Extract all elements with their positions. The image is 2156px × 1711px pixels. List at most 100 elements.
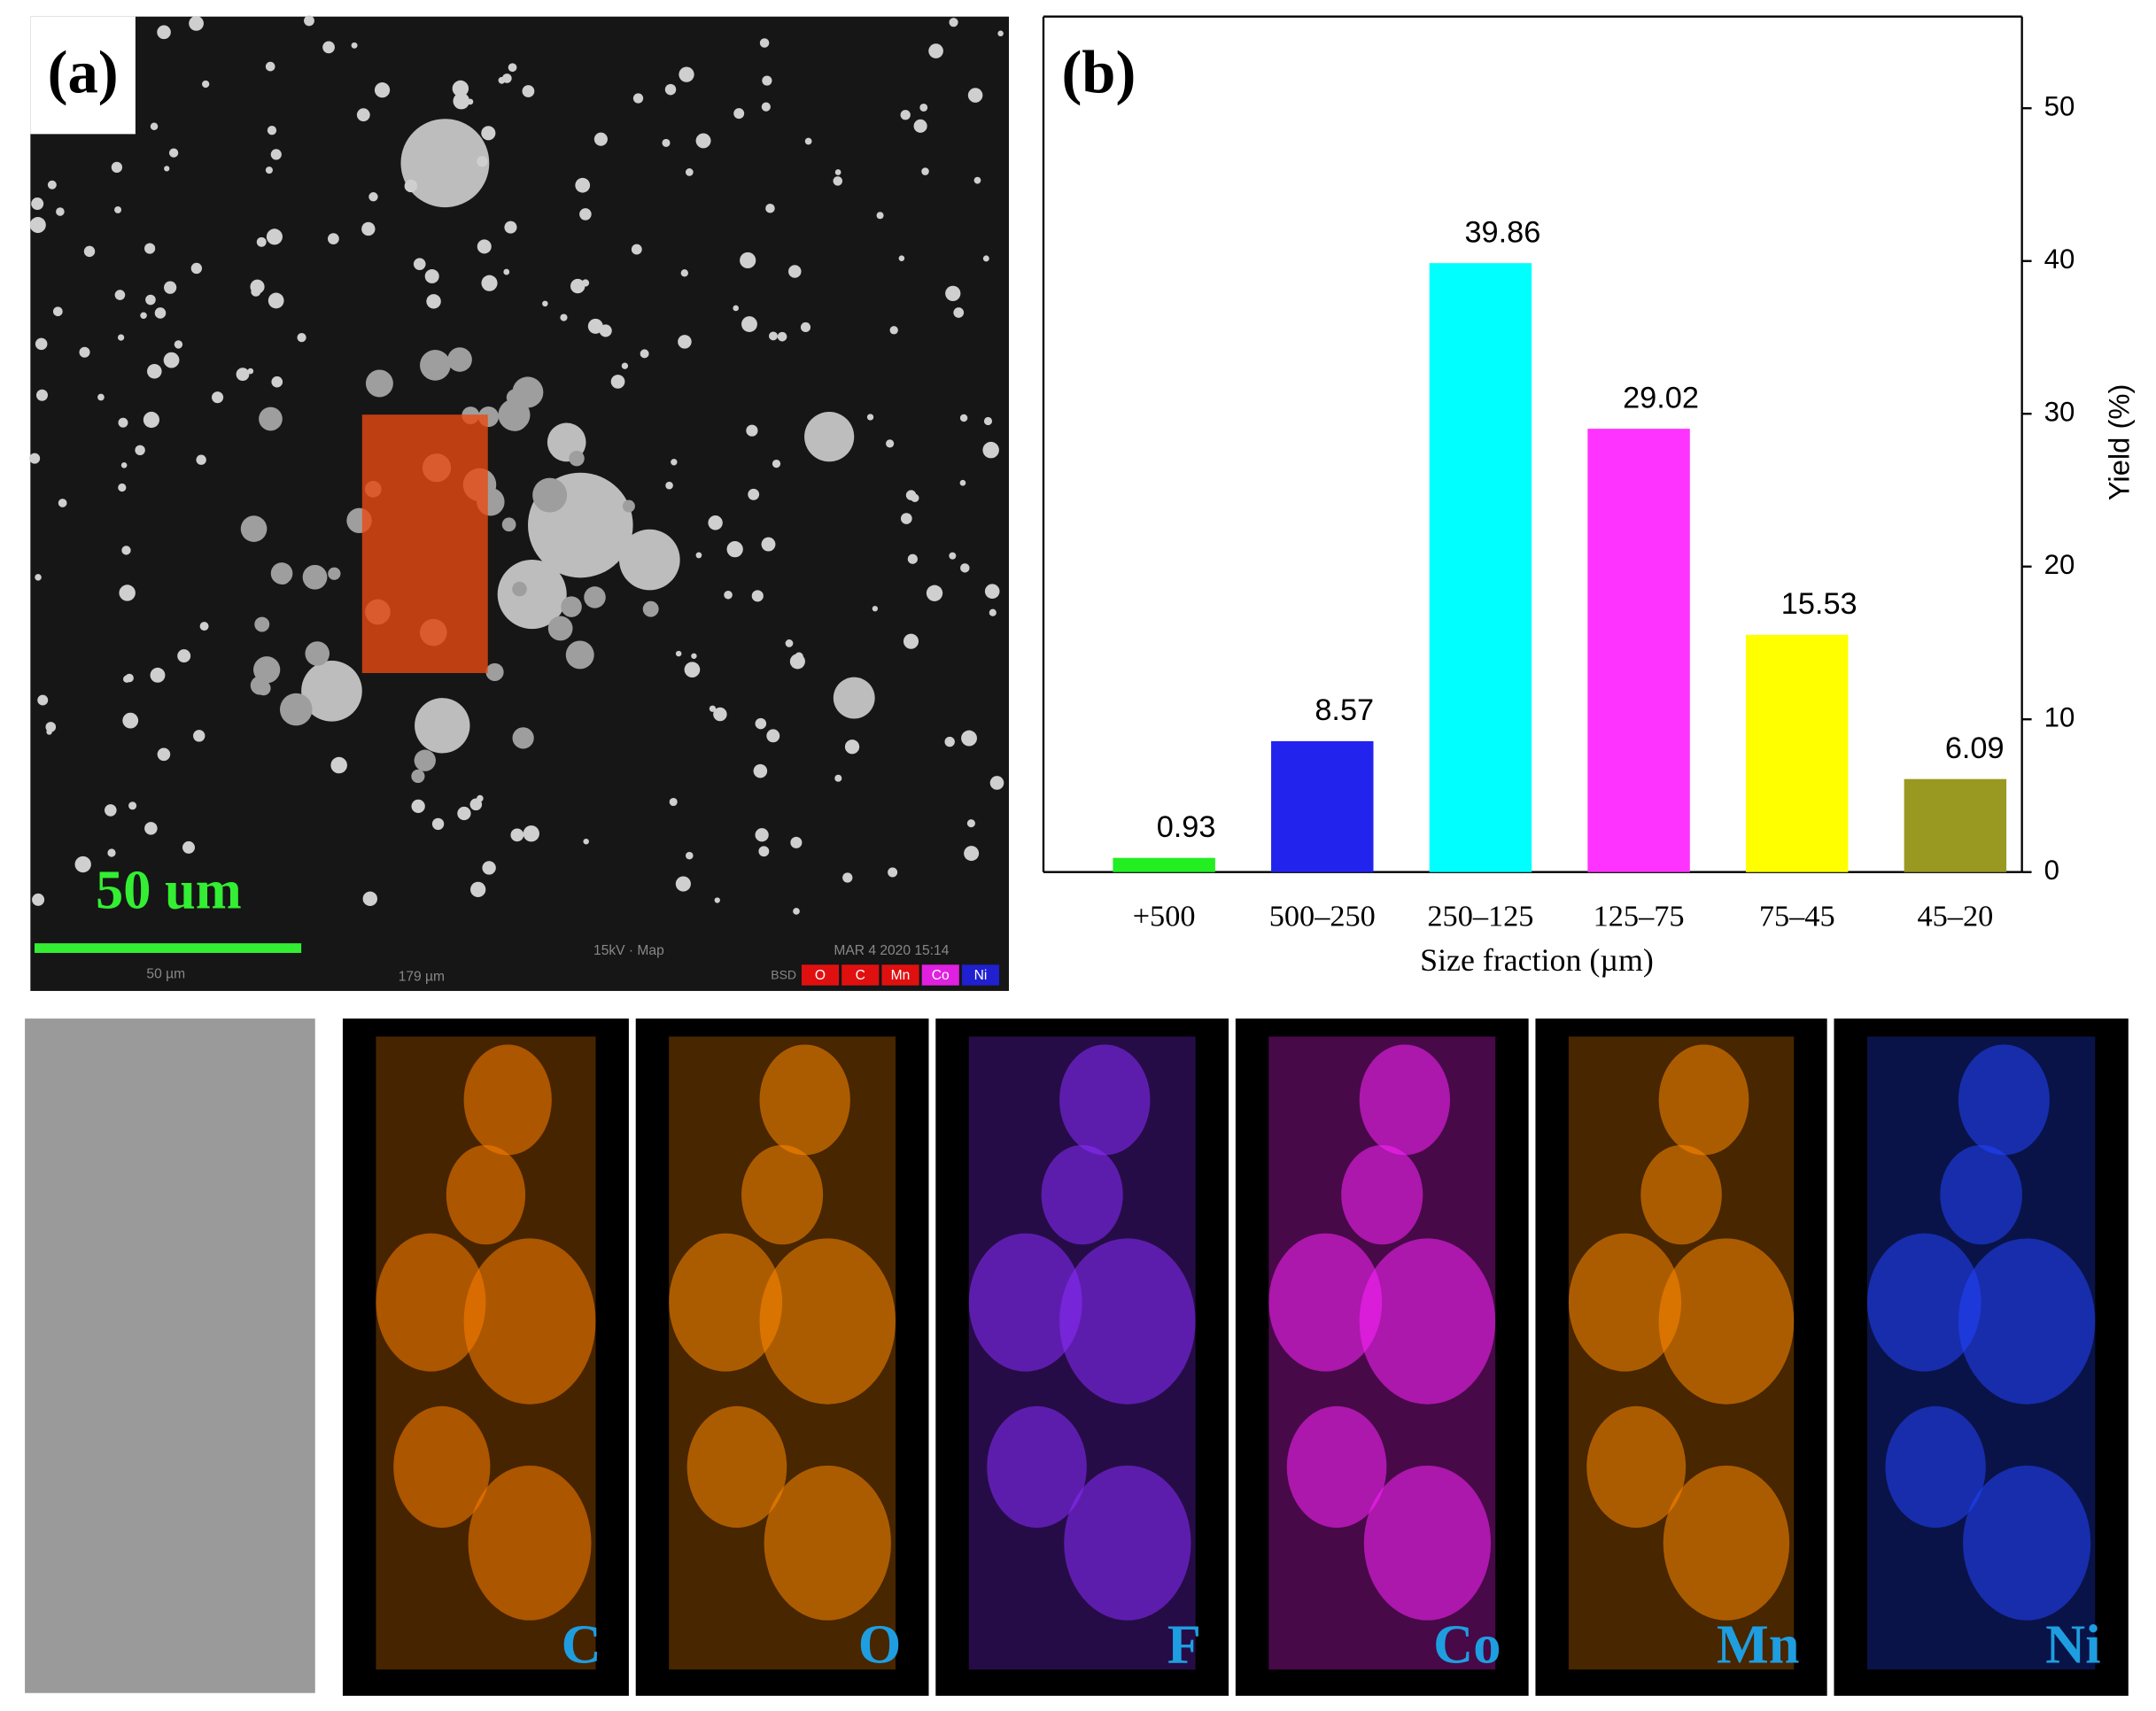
particle (254, 616, 270, 632)
particle (724, 590, 733, 600)
particle (834, 774, 842, 782)
particle (212, 391, 224, 404)
particle (982, 255, 989, 262)
particle (328, 567, 341, 580)
particle (675, 650, 682, 657)
particle (714, 897, 720, 903)
map-overlay (361, 414, 488, 674)
particle (174, 340, 183, 349)
particle (253, 656, 281, 684)
particle (664, 83, 677, 96)
label-box (30, 16, 136, 135)
particle (522, 85, 535, 97)
particle (457, 806, 471, 821)
particle (575, 177, 591, 193)
particle (189, 16, 204, 31)
particle (662, 138, 671, 147)
particle (751, 590, 764, 602)
x-tick-label: 75–45 (1759, 900, 1835, 933)
particle (713, 707, 727, 722)
particle (898, 255, 905, 261)
y-tick-label: 40 (2044, 244, 2075, 275)
map-signal (1363, 1465, 1492, 1621)
particle (271, 375, 283, 388)
map-signal (376, 1233, 486, 1372)
particle (759, 38, 770, 48)
map-signal (446, 1144, 526, 1245)
particle (726, 541, 743, 558)
particle (755, 717, 767, 730)
map-signal (1640, 1144, 1722, 1245)
map-signal (463, 1238, 596, 1405)
element-label: O (858, 1614, 902, 1676)
particle (46, 729, 52, 735)
x-tick-label: 45–20 (1917, 900, 1993, 933)
particle (268, 292, 284, 309)
particle (989, 608, 997, 616)
particle (508, 63, 517, 73)
particle (876, 212, 884, 220)
particle (182, 840, 195, 854)
particle (168, 148, 179, 158)
legend-swatch (921, 964, 959, 986)
particle (107, 848, 116, 857)
particle (888, 867, 898, 878)
particle (119, 585, 136, 601)
particle (748, 488, 760, 500)
particle (621, 362, 629, 369)
particle (833, 677, 875, 719)
particle (35, 389, 48, 401)
particle (510, 828, 524, 842)
particle (765, 203, 775, 213)
particle (911, 493, 919, 502)
particle (761, 537, 776, 552)
value-label: 29.02 (1623, 381, 1699, 414)
particle (926, 585, 943, 601)
map-signal (1359, 1044, 1451, 1156)
particle (642, 600, 659, 617)
particle (404, 179, 418, 193)
y-axis-label: Yield (%) (2103, 384, 2136, 501)
particle (960, 563, 970, 573)
particle (512, 581, 527, 597)
particle (190, 262, 203, 275)
particle (240, 515, 268, 542)
particle (755, 828, 769, 842)
bar (1271, 740, 1374, 872)
particle (560, 314, 568, 321)
y-tick-label: 0 (2044, 855, 2059, 886)
element-label: F (1167, 1614, 1201, 1676)
particle (532, 477, 568, 513)
particle (424, 268, 439, 283)
particle (709, 705, 717, 712)
particle (163, 352, 180, 368)
particle (259, 406, 283, 431)
particle (961, 730, 977, 747)
particle (32, 893, 45, 906)
x-axis-label: Size fraction (µm) (1420, 942, 1654, 978)
bar (1904, 778, 2007, 872)
particle (504, 221, 517, 234)
particle (368, 192, 378, 202)
bar (1429, 263, 1532, 872)
particle (758, 846, 770, 857)
particle (121, 546, 131, 555)
particle (788, 265, 802, 278)
particle (945, 285, 961, 301)
particle (610, 375, 625, 389)
particle (900, 110, 911, 120)
legend-label: C (856, 968, 865, 983)
particle (766, 729, 780, 743)
particle (482, 861, 496, 875)
particle (949, 18, 958, 27)
particle (154, 307, 167, 319)
particle (512, 376, 544, 408)
particle (964, 846, 980, 862)
particle (581, 279, 590, 287)
element-label: Ni (2045, 1614, 2100, 1676)
particle (150, 122, 159, 130)
particle (569, 450, 585, 467)
map-signal (463, 1044, 552, 1156)
particle (266, 228, 283, 245)
particle (351, 42, 358, 49)
